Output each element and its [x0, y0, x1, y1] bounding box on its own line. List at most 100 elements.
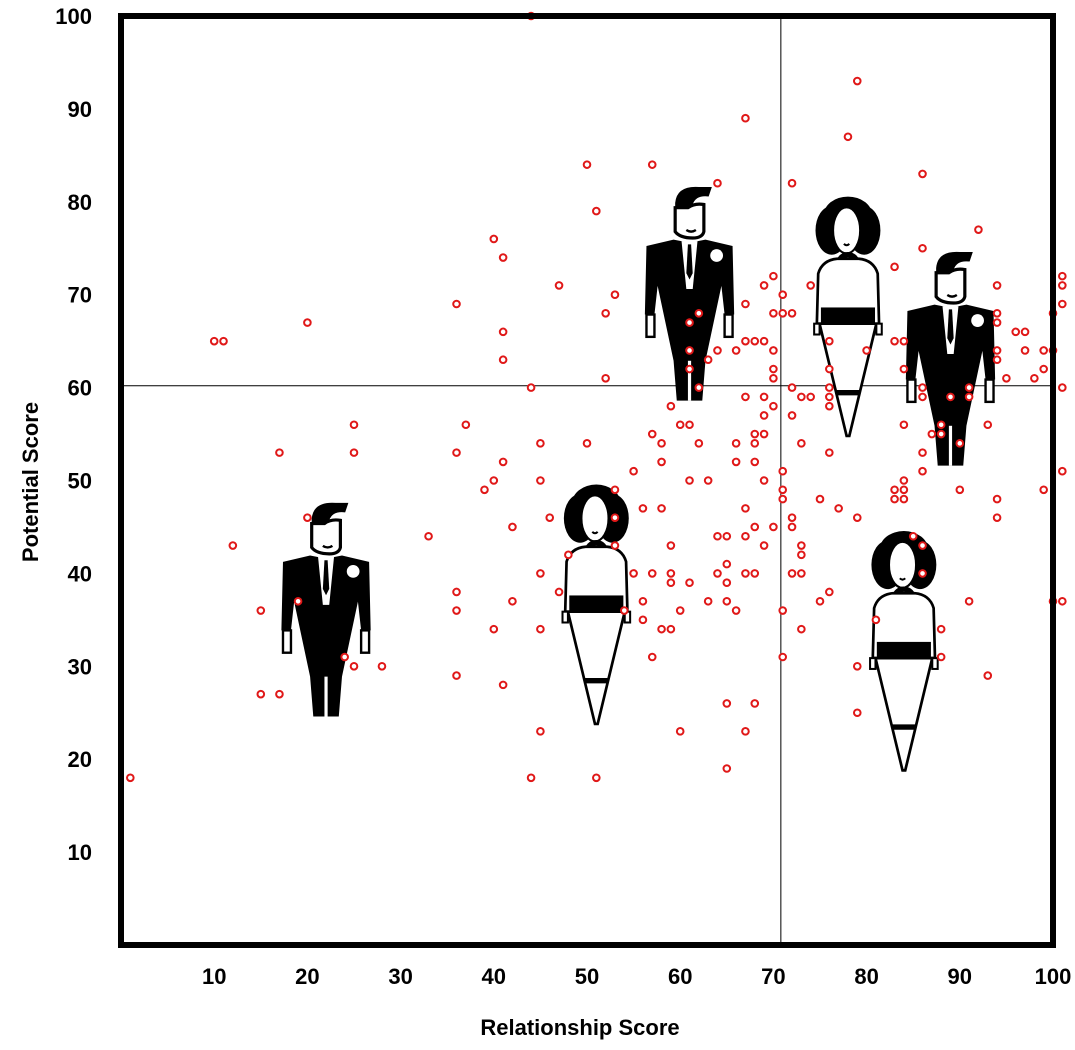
- data-point: [619, 606, 629, 615]
- data-point: [703, 476, 713, 485]
- data-point: [918, 383, 927, 392]
- data-point: [936, 624, 946, 634]
- data-point: [918, 243, 927, 253]
- data-point: [275, 448, 284, 457]
- x-tick-label: 10: [202, 964, 226, 989]
- data-point: [722, 578, 732, 587]
- data-point: [918, 448, 927, 457]
- data-point: [750, 569, 760, 578]
- data-point: [666, 578, 676, 587]
- x-tick-label: 60: [668, 964, 692, 989]
- data-point: [713, 178, 722, 188]
- data-point: [983, 420, 993, 430]
- data-point: [610, 513, 620, 522]
- data-point: [685, 346, 694, 355]
- data-point: [498, 355, 508, 365]
- data-point: [759, 541, 769, 550]
- x-tick-label: 50: [575, 964, 599, 989]
- data-point: [787, 383, 797, 392]
- data-point: [918, 392, 927, 402]
- data-point: [834, 504, 843, 513]
- data-point: [825, 392, 834, 402]
- data-point: [741, 569, 750, 578]
- data-point: [797, 392, 806, 402]
- data-point: [750, 699, 760, 708]
- data-point: [452, 448, 461, 457]
- y-tick-label: 30: [68, 654, 92, 679]
- data-point: [303, 318, 312, 327]
- data-point: [592, 206, 601, 216]
- data-point: [750, 336, 760, 346]
- data-point: [852, 513, 862, 522]
- data-point: [927, 429, 937, 439]
- data-point: [797, 550, 806, 560]
- data-point: [536, 439, 545, 448]
- data-point: [955, 439, 965, 448]
- x-tick-label: 80: [854, 964, 878, 989]
- data-point: [703, 355, 713, 365]
- data-point: [964, 383, 974, 392]
- data-point: [759, 336, 769, 346]
- data-point: [536, 624, 545, 634]
- data-point: [992, 318, 1002, 327]
- data-point: [731, 346, 741, 355]
- data-point: [685, 476, 694, 485]
- data-point: [899, 494, 909, 504]
- x-tick-label: 40: [482, 964, 506, 989]
- data-point: [787, 411, 797, 420]
- data-point: [1058, 299, 1067, 309]
- x-tick-label: 100: [1035, 964, 1072, 989]
- data-point: [992, 494, 1002, 504]
- data-point: [983, 671, 993, 680]
- data-point: [992, 513, 1002, 522]
- data-point: [657, 624, 666, 634]
- data-point: [946, 392, 955, 402]
- data-point: [685, 364, 694, 374]
- data-point: [1058, 271, 1067, 281]
- data-point: [601, 374, 610, 383]
- data-point: [461, 420, 471, 430]
- data-point: [666, 624, 676, 634]
- data-point: [545, 513, 555, 522]
- data-point: [536, 476, 545, 485]
- data-point: [1020, 346, 1030, 355]
- data-point: [936, 652, 946, 662]
- data-point: [787, 569, 797, 578]
- data-point: [377, 662, 387, 671]
- data-point: [675, 420, 685, 430]
- data-point: [694, 308, 704, 318]
- data-point: [256, 689, 266, 699]
- data-point: [852, 708, 862, 718]
- data-point: [629, 569, 638, 578]
- data-point: [564, 550, 573, 560]
- data-point: [759, 392, 769, 402]
- data-point: [666, 401, 676, 411]
- data-point: [666, 541, 676, 550]
- data-point: [657, 439, 666, 448]
- data-point: [769, 522, 778, 532]
- data-point: [722, 559, 732, 569]
- data-point: [508, 522, 517, 532]
- data-point: [554, 587, 564, 597]
- data-point: [629, 466, 638, 476]
- data-point: [1030, 374, 1039, 383]
- data-point: [256, 606, 266, 615]
- data-point: [806, 392, 815, 402]
- x-tick-label: 20: [295, 964, 319, 989]
- data-point: [722, 699, 732, 708]
- data-point: [498, 680, 508, 690]
- data-point: [536, 727, 545, 736]
- data-point: [1039, 364, 1048, 374]
- data-point: [918, 541, 927, 550]
- plot-background: [121, 16, 1053, 945]
- y-tick-label: 60: [68, 376, 92, 401]
- data-point: [825, 587, 834, 597]
- data-point: [675, 606, 685, 615]
- data-point: [452, 671, 461, 680]
- data-point: [1002, 374, 1011, 383]
- data-point: [1011, 327, 1021, 337]
- data-point: [657, 457, 666, 467]
- data-point: [890, 485, 899, 495]
- y-tick-label: 50: [68, 469, 92, 494]
